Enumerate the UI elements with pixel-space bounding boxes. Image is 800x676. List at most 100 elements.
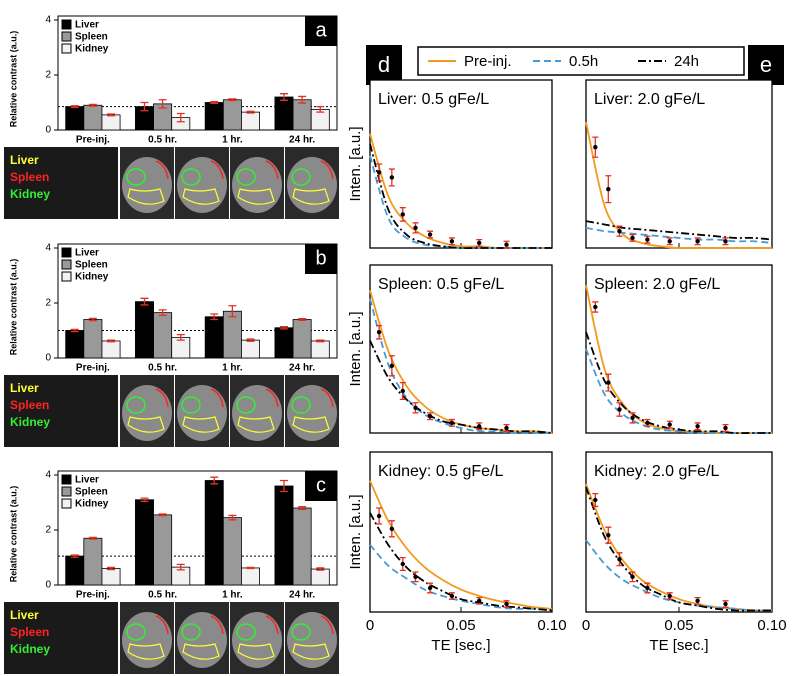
error-bar: [210, 313, 219, 321]
fit-curve: [369, 512, 553, 612]
data-point: [645, 237, 650, 242]
bar: [204, 480, 224, 586]
kidney-outline: [126, 623, 146, 641]
x-tick-label: 1 hr.: [222, 590, 243, 601]
panel-label-box: [305, 244, 337, 274]
error-bar: [107, 566, 116, 571]
error-bar: [246, 338, 255, 342]
image-label: Liver: [10, 153, 39, 167]
spleen-outline: [320, 160, 334, 180]
x-tick-label: Pre-inj.: [76, 590, 110, 601]
plot-frame: [369, 451, 553, 613]
image-label: Liver: [10, 608, 39, 622]
data-point: [477, 240, 482, 246]
bar: [65, 106, 85, 131]
bar: [83, 104, 103, 131]
y-axis-label: Inten. [a.u.]: [347, 494, 364, 569]
error-bar: [298, 505, 307, 511]
kidney-outline: [126, 396, 146, 414]
data-point: [427, 232, 433, 237]
plot-frame: [57, 243, 338, 359]
legend-swatch: [61, 19, 72, 30]
x-tick-label: 0.5 hr.: [148, 135, 177, 146]
spleen-outline: [320, 388, 334, 408]
kidney-outline: [236, 623, 256, 641]
spleen-outline: [210, 160, 224, 180]
data-point: [400, 212, 405, 217]
data-point: [389, 526, 395, 531]
fit-curve: [369, 340, 553, 434]
error-bar: [88, 317, 97, 322]
spleen-outline: [210, 388, 224, 408]
kidney-outline: [236, 396, 256, 414]
panel-title: Spleen: 2.0 gFe/L: [594, 276, 720, 293]
panel-label-box: [305, 471, 337, 501]
data-point: [389, 363, 395, 368]
bar: [204, 102, 224, 131]
panel-label-box: [305, 16, 337, 46]
error-bar: [70, 554, 79, 558]
error-bar: [158, 513, 167, 517]
bar: [274, 96, 294, 131]
bar: [292, 507, 312, 586]
data-point: [427, 585, 433, 591]
y-tick-label: 0: [45, 353, 51, 364]
data-point: [413, 405, 418, 410]
panel-label: b: [315, 247, 326, 269]
y-tick-label: 4: [45, 15, 51, 26]
data-point: [400, 388, 405, 394]
legend-swatch: [61, 247, 72, 258]
x-tick-label: 0.05: [664, 617, 693, 634]
legend-swatch: [61, 31, 72, 42]
image-label: Kidney: [10, 415, 50, 429]
data-point: [606, 187, 611, 192]
panel-label-box: [748, 45, 784, 85]
data-point: [667, 422, 672, 427]
bar: [222, 99, 242, 131]
data-point: [376, 170, 382, 175]
spleen-outline: [210, 615, 224, 635]
spleen-outline: [155, 388, 169, 408]
liver-outline: [292, 188, 330, 205]
data-point: [593, 145, 598, 150]
panel-title: Kidney: 2.0 gFe/L: [594, 463, 720, 480]
image-label: Spleen: [10, 170, 49, 184]
plot-frame: [369, 264, 553, 434]
x-axis-label: TE [sec.]: [649, 637, 708, 654]
spleen-outline: [155, 615, 169, 635]
bar: [222, 517, 242, 586]
panel-label: c: [316, 474, 326, 496]
legend-swatch: [61, 271, 72, 282]
bar: [222, 310, 242, 359]
x-tick-label: 24 hr.: [289, 363, 315, 374]
panel-label: d: [378, 52, 390, 77]
error-bar: [88, 536, 97, 540]
data-point: [645, 420, 650, 426]
data-point: [630, 415, 635, 421]
mri-body: [177, 157, 227, 213]
liver-outline: [182, 643, 220, 660]
kidney-outline: [181, 623, 201, 641]
plot-frame: [57, 15, 338, 131]
error-bar: [210, 476, 219, 485]
liver-outline: [127, 643, 165, 660]
legend-label: Liver: [75, 475, 99, 486]
data-point: [630, 574, 635, 579]
data-point: [504, 601, 509, 607]
legend-label: Kidney: [75, 272, 109, 283]
data-point: [667, 239, 672, 244]
fit-curve: [369, 143, 552, 250]
image-label: Liver: [10, 381, 39, 395]
legend-label: Kidney: [75, 44, 109, 55]
fit-curve: [369, 544, 553, 612]
error-bar: [316, 105, 325, 113]
legend-swatch: [61, 474, 72, 485]
y-tick-label: 2: [45, 298, 51, 309]
legend-label: Spleen: [75, 260, 108, 271]
error-bar: [107, 339, 116, 343]
x-tick-label: 0: [582, 617, 590, 634]
error-bar: [88, 103, 97, 107]
image-label: Spleen: [10, 398, 49, 412]
legend-swatch: [61, 259, 72, 270]
data-point: [630, 235, 635, 241]
